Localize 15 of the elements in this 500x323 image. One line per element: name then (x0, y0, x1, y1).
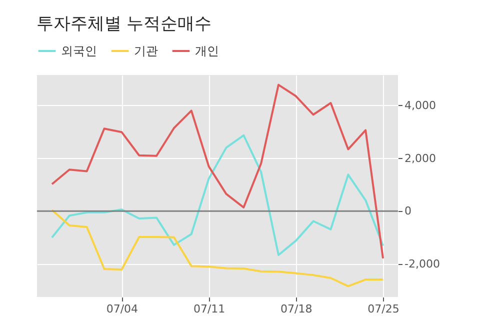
legend-label: 개인 (195, 44, 219, 58)
y-tick-label: 4,000 (404, 98, 436, 112)
x-tick-label: 07/11 (193, 302, 226, 316)
x-tick-label: 07/25 (368, 302, 400, 316)
y-tick-label: 0 (404, 204, 412, 218)
legend-label: 외국인 (61, 44, 97, 58)
legend-label: 기관 (134, 44, 158, 58)
y-tick-label: 2,000 (404, 152, 436, 165)
chart-title: 투자주체별 누적순매수 (36, 14, 212, 34)
y-tick-label: -2,000 (404, 257, 440, 270)
x-tick-label: 07/04 (106, 302, 138, 316)
x-tick-label: 07/18 (280, 302, 312, 316)
line-series (50, 134, 384, 256)
line-series (50, 209, 384, 288)
line-series (50, 84, 384, 260)
